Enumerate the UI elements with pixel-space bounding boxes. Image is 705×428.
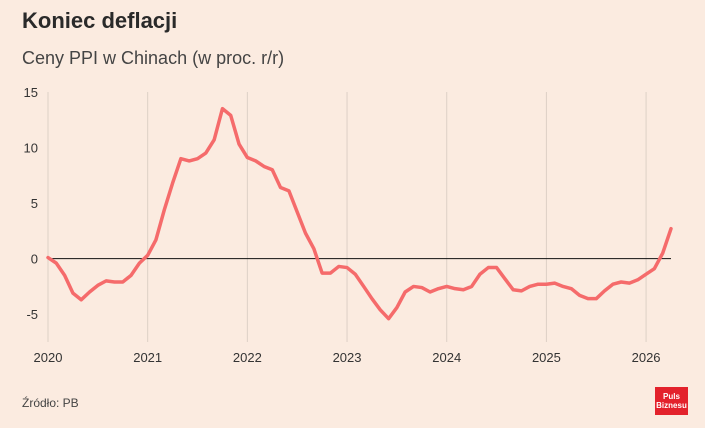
x-tick-label: 2022 — [233, 350, 262, 365]
y-tick-label: 10 — [24, 141, 38, 156]
y-tick-label: 5 — [31, 196, 38, 211]
chart-title: Koniec deflacji — [22, 8, 178, 33]
y-tick-label: 15 — [24, 85, 38, 100]
x-tick-label: 2026 — [632, 350, 661, 365]
grid-lines — [47, 92, 647, 342]
y-tick-label: 0 — [31, 252, 38, 267]
logo-line-2: Biznesu — [656, 401, 687, 410]
source-note: Źródło: PB — [22, 396, 79, 410]
x-tick-label: 2021 — [133, 350, 162, 365]
x-tick-label: 2023 — [333, 350, 362, 365]
x-tick-label: 2025 — [532, 350, 561, 365]
x-tick-label: 2024 — [432, 350, 461, 365]
chart-subtitle: Ceny PPI w Chinach (w proc. r/r) — [22, 48, 285, 68]
y-axis-ticks: 15 10 5 0 -5 — [24, 85, 38, 322]
puls-biznesu-logo: Puls Biznesu — [655, 387, 688, 415]
x-tick-label: 2020 — [34, 350, 63, 365]
y-tick-label: -5 — [26, 307, 38, 322]
x-axis-ticks: 2020 2021 2022 2023 2024 2025 2026 — [34, 350, 661, 365]
series-line-ppi — [46, 106, 673, 321]
logo-line-1: Puls — [663, 392, 680, 401]
